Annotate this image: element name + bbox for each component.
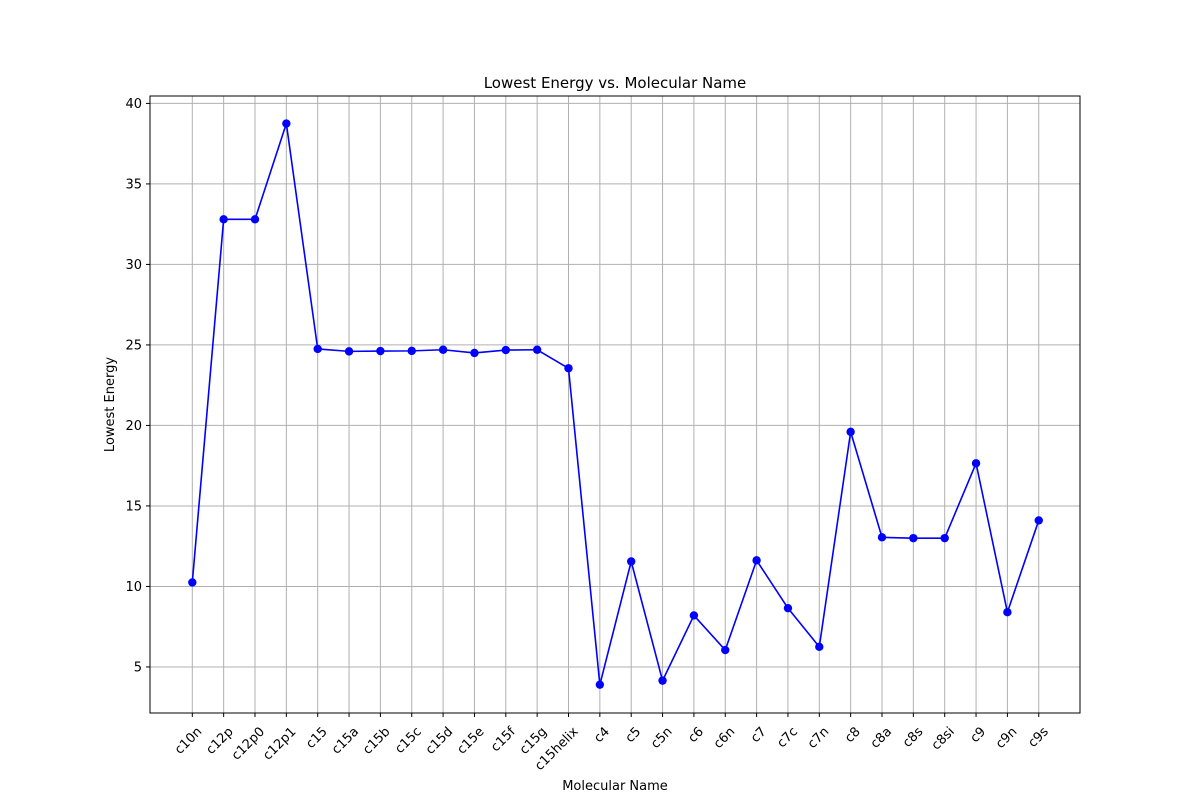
x-tick-label: c12p1 (260, 724, 299, 763)
y-tick-label: 30 (125, 258, 142, 273)
x-axis-label: Molecular Name (562, 779, 668, 794)
data-point (501, 345, 510, 355)
data-point (188, 578, 197, 587)
data-point (564, 364, 573, 373)
x-tick-label: c15f (488, 724, 519, 755)
x-tick-label: c15a (329, 724, 362, 757)
data-point (376, 346, 385, 356)
x-tick-label: c7 (748, 724, 770, 746)
y-axis-label: Lowest Energy (103, 357, 118, 452)
data-point (909, 533, 918, 543)
x-tick-label: c4 (591, 724, 613, 746)
data-point (282, 119, 291, 128)
x-tick-label: c9n (993, 724, 1020, 751)
x-tick-label: c6 (685, 724, 707, 746)
x-tick-label: c8 (842, 724, 864, 746)
data-point (438, 345, 448, 354)
data-point (1034, 516, 1043, 525)
x-tick-label: c15b (360, 724, 393, 757)
x-tick-label: c15e (454, 724, 487, 757)
data-point (532, 345, 542, 354)
x-tick-label: c6n (711, 724, 738, 751)
x-tick-label: c8si (929, 724, 958, 753)
data-point (313, 344, 322, 354)
y-tick-label: 15 (125, 499, 142, 514)
data-point (344, 347, 354, 356)
data-point (627, 557, 636, 566)
data-point (595, 680, 605, 689)
data-point (721, 645, 730, 655)
data-point (940, 533, 949, 543)
y-tick-label: 10 (125, 580, 142, 595)
x-tick-label: c9 (968, 724, 990, 746)
x-tick-label: c5 (623, 724, 645, 746)
chart-title: Lowest Energy vs. Molecular Name (484, 74, 747, 92)
y-tick-label: 40 (125, 97, 142, 112)
x-tick-label: c10n (172, 724, 205, 757)
x-tick-label: c8s (900, 724, 926, 750)
series-line (191, 122, 1040, 686)
data-point (971, 459, 981, 468)
x-tick-label: c7c (774, 724, 801, 751)
y-tick-label: 5 (134, 660, 142, 675)
y-tick-label: 25 (125, 338, 142, 353)
y-tick-label: 20 (125, 419, 142, 434)
series-layer (188, 119, 1043, 689)
x-tick-label: c15 (303, 724, 330, 751)
x-tick-label: c12p0 (229, 724, 268, 763)
data-point (219, 215, 228, 224)
data-point (407, 346, 416, 356)
data-point (815, 642, 824, 652)
x-tick-label: c9s (1025, 724, 1051, 750)
axes-frame (149, 95, 1081, 714)
data-point (1003, 608, 1012, 617)
data-point (877, 533, 887, 542)
y-tick-label: 35 (125, 177, 142, 192)
data-point (752, 556, 761, 565)
data-point (250, 215, 260, 224)
x-tick-label: c8a (868, 724, 895, 751)
x-tick-label: c15d (423, 724, 456, 757)
x-tick-label: c5n (648, 724, 675, 751)
x-tick-label: c7n (805, 724, 832, 751)
grid (150, 96, 1080, 713)
data-point (783, 603, 793, 613)
x-tick-label: c15c (392, 724, 424, 756)
data-point (470, 348, 479, 358)
data-point (846, 427, 855, 437)
data-point (658, 676, 667, 685)
data-point (689, 611, 699, 620)
